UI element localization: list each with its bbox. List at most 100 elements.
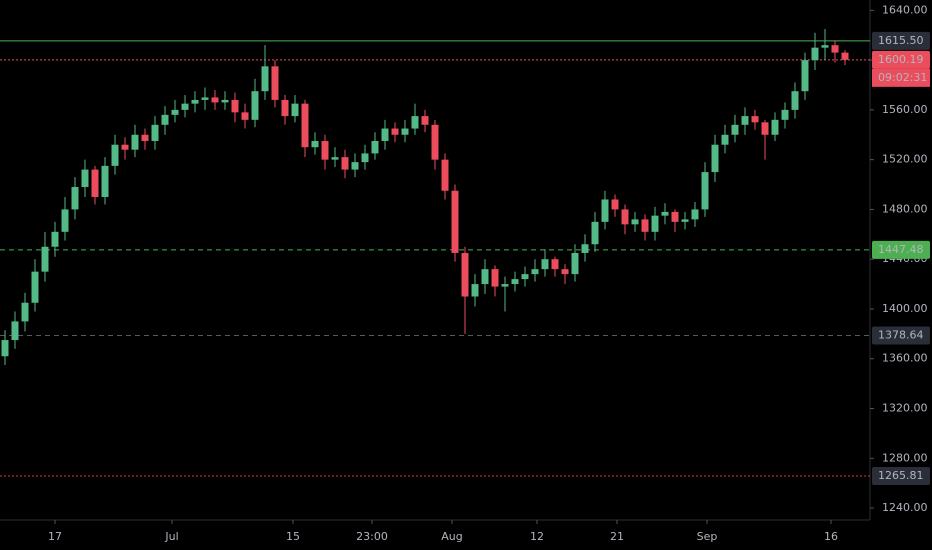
candle-body <box>31 271 39 303</box>
candle-body <box>801 60 809 92</box>
candle-body <box>281 99 289 117</box>
candle-body <box>571 252 579 275</box>
candle-body <box>391 128 399 135</box>
candle-body <box>471 284 479 297</box>
candle-body <box>161 114 169 125</box>
candle-body <box>601 199 609 222</box>
candle-body <box>121 144 129 150</box>
candle-body <box>691 209 699 220</box>
y-tick-label: 1560.00 <box>882 103 928 116</box>
candle-body <box>61 209 69 232</box>
candle-body <box>21 302 29 322</box>
candle-body <box>171 109 179 115</box>
candle-body <box>431 124 439 160</box>
candle-body <box>811 47 819 61</box>
x-tick-label: 12 <box>530 530 544 543</box>
candle-body <box>651 215 659 232</box>
candle-body <box>151 124 159 141</box>
price-label: 1265.81 <box>878 469 924 482</box>
candle-body <box>261 66 269 92</box>
candle-body <box>351 162 359 170</box>
x-tick-label: 23:00 <box>356 530 388 543</box>
candle-body <box>541 259 549 270</box>
candle-body <box>631 219 639 225</box>
candle-body <box>101 165 109 197</box>
candle-body <box>91 169 99 197</box>
candle-body <box>501 284 509 287</box>
price-label: 1378.64 <box>878 329 924 342</box>
candle-body <box>681 219 689 222</box>
y-tick-label: 1400.00 <box>882 302 928 315</box>
candle-body <box>751 116 759 123</box>
countdown-box <box>872 68 930 87</box>
candle-body <box>321 140 329 160</box>
y-tick-label: 1520.00 <box>882 153 928 166</box>
candle-body <box>361 153 369 163</box>
x-tick-label: 15 <box>286 530 300 543</box>
candle-body <box>131 134 139 150</box>
candle-body <box>591 221 599 245</box>
candle-body <box>211 97 219 103</box>
candle-body <box>111 144 119 166</box>
candle-body <box>781 109 789 120</box>
candle-body <box>41 246 49 272</box>
candle-body <box>371 140 379 154</box>
candle-body <box>331 157 339 160</box>
x-tick-label: Jul <box>164 530 178 543</box>
candle-body <box>521 274 529 280</box>
price-label-box <box>872 50 930 69</box>
y-tick-label: 1360.00 <box>882 352 928 365</box>
candle-body <box>421 116 429 125</box>
y-tick-label: 1320.00 <box>882 402 928 415</box>
y-tick-label: 1640.00 <box>882 3 928 16</box>
candle-body <box>791 91 799 110</box>
x-tick-label: 17 <box>48 530 62 543</box>
candle-body <box>11 321 19 341</box>
y-tick-label: 1280.00 <box>882 451 928 464</box>
candle-body <box>411 116 419 129</box>
candle-body <box>731 124 739 135</box>
x-tick-label: Aug <box>441 530 462 543</box>
x-tick-label: Sep <box>697 530 718 543</box>
candle-body <box>561 269 569 275</box>
candle-body <box>461 252 469 297</box>
candle-body <box>661 211 669 216</box>
price-label: 1615.50 <box>878 34 924 47</box>
candle-body <box>291 103 299 117</box>
candle-body <box>441 159 449 191</box>
candle-body <box>611 199 619 210</box>
candle-body <box>831 45 839 53</box>
price-label: 1447.48 <box>878 243 924 256</box>
candle-body <box>761 122 769 135</box>
candle-body <box>491 269 499 287</box>
candle-body <box>51 231 59 247</box>
candle-body <box>191 99 199 104</box>
candle-body <box>711 144 719 173</box>
candle-body <box>451 190 459 253</box>
price-label-box <box>872 31 930 50</box>
candle-body <box>311 140 319 148</box>
candle-body <box>531 269 539 275</box>
candle-body <box>231 99 239 113</box>
candle-body <box>221 99 229 103</box>
y-tick-label: 1480.00 <box>882 202 928 215</box>
candle-body <box>821 45 829 48</box>
candle-body <box>671 211 679 222</box>
candle-body <box>381 128 389 141</box>
price-label-box <box>872 240 930 259</box>
candle-body <box>771 119 779 135</box>
candle-body <box>511 279 519 285</box>
candle-body <box>251 91 259 120</box>
candle-body <box>741 116 749 125</box>
candle-body <box>1 340 9 357</box>
candle-body <box>641 219 649 232</box>
candle-body <box>141 134 149 141</box>
candle-body <box>701 172 709 210</box>
candle-body <box>341 157 349 170</box>
candle-body <box>481 269 489 285</box>
price-label: 1600.19 <box>878 53 924 66</box>
candle-body <box>241 112 249 120</box>
candle-body <box>551 259 559 270</box>
y-tick-label: 1240.00 <box>882 501 928 514</box>
